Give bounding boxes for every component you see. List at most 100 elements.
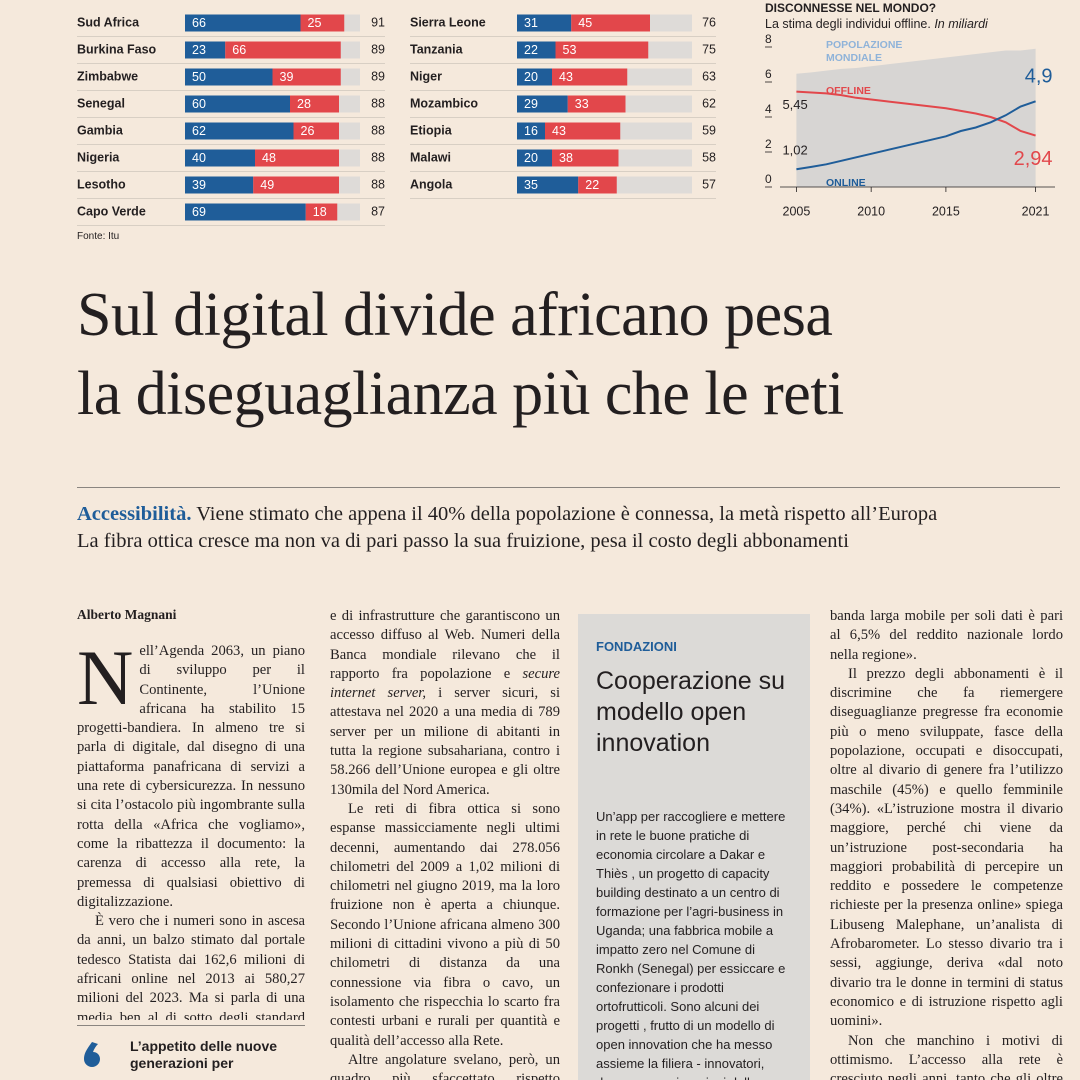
bar-value: 16 xyxy=(524,124,538,138)
paragraph: banda larga mobile per soli dati è pari … xyxy=(830,607,1063,665)
bar-value: 45 xyxy=(578,16,592,30)
x-tick-label: 2021 xyxy=(1022,204,1050,218)
y-tick-label: 2 xyxy=(765,137,772,151)
row-total: 63 xyxy=(702,69,716,83)
bar-value: 26 xyxy=(301,124,315,138)
bar-value: 29 xyxy=(524,97,538,111)
series-label: OFFLINE xyxy=(826,85,871,97)
text-run: Altre angolature svelano, però, un quadr… xyxy=(330,1051,560,1080)
value-label: 1,02 xyxy=(782,143,807,158)
subtitle-text: La stima degli individui offline. xyxy=(765,17,931,31)
paragraph: Il prezzo degli abbonamenti è il discrim… xyxy=(830,665,1063,1032)
bar-segment xyxy=(185,122,294,140)
column: banda larga mobile per soli dati è pari … xyxy=(830,607,1063,1080)
row-total: 75 xyxy=(702,42,716,56)
bar-segment xyxy=(517,95,568,113)
paragraph: È vero che i numeri sono in ascesa da an… xyxy=(77,912,305,1020)
paragraph: Le reti di fibra ottica si sono espanse … xyxy=(330,800,560,1051)
bar-segment xyxy=(517,176,579,194)
row-label: Sierra Leone xyxy=(410,15,486,29)
bar-segment xyxy=(555,41,649,59)
bar-value: 33 xyxy=(575,97,589,111)
bar-value: 20 xyxy=(524,151,538,165)
text-run: Il prezzo degli abbonamenti è il discrim… xyxy=(830,665,1063,1030)
bar-value: 39 xyxy=(192,178,206,192)
y-tick-label: 4 xyxy=(765,102,772,116)
paragraph: Nell’Agenda 2063, un piano di sviluppo p… xyxy=(77,642,305,912)
bar-segment xyxy=(185,176,254,194)
value-label: 5,45 xyxy=(782,97,807,112)
bar-value: 60 xyxy=(192,97,206,111)
pullquote: L’appetito delle nuove generazioni per xyxy=(130,1038,278,1071)
x-tick-label: 2015 xyxy=(932,204,960,218)
row-label: Gambia xyxy=(77,123,124,137)
sidebar: FONDAZIONI Cooperazione su modello open … xyxy=(578,614,810,1080)
kicker: Accessibilità. xyxy=(77,503,192,525)
bar-segment xyxy=(552,149,619,167)
text-run: secure internet server, xyxy=(330,665,560,702)
bar-segment xyxy=(255,149,339,167)
source: Fonte: Itu xyxy=(77,231,120,242)
rule xyxy=(77,1025,305,1026)
row-total: 58 xyxy=(702,150,716,164)
y-tick-label: 8 xyxy=(765,32,772,46)
area xyxy=(796,48,1036,187)
bar-value: 50 xyxy=(192,70,206,84)
bar-segment xyxy=(185,203,306,221)
bar-value: 20 xyxy=(524,70,538,84)
value-label: 2,94 xyxy=(1014,148,1053,170)
bar-segment xyxy=(517,68,552,86)
row-total: 89 xyxy=(371,69,385,83)
text-run: Le reti di fibra ottica si sono espanse … xyxy=(330,800,560,1049)
sidebar-text: Un’app per raccogliere e mettere in rete… xyxy=(596,809,786,1080)
headline-line: Sul digital divide africano pesa xyxy=(77,281,833,349)
series-label: POPOLAZIONE MONDIALE xyxy=(826,39,903,64)
paragraph: Non che manchino i motivi di ottimismo. … xyxy=(830,1032,1063,1080)
column: Nell’Agenda 2063, un piano di sviluppo p… xyxy=(77,642,305,1020)
bar-value: 18 xyxy=(313,205,327,219)
text-run: Nell’Agenda 2063, un piano di sviluppo p… xyxy=(77,642,305,910)
bar-segment xyxy=(185,68,273,86)
bar-value: 66 xyxy=(232,43,246,57)
row-total: 57 xyxy=(702,177,716,191)
row-total: 87 xyxy=(371,204,385,218)
sidebar-title: Cooperazione su modello open innovation xyxy=(596,667,786,757)
bar-value: 25 xyxy=(308,16,322,30)
bar-value: 28 xyxy=(297,97,311,111)
subhead-line: Accessibilità. Viene stimato che appena … xyxy=(77,503,937,526)
bar-segment xyxy=(545,122,621,140)
bar-segment xyxy=(290,95,339,113)
bar-value: 39 xyxy=(280,70,294,84)
quote-icon xyxy=(84,1042,100,1067)
x-tick-label: 2005 xyxy=(783,204,811,218)
bar-segment xyxy=(517,14,572,32)
text-run: banda larga mobile per soli dati è pari … xyxy=(830,608,1063,663)
series-label: ONLINE xyxy=(826,177,866,189)
row-label: Nigeria xyxy=(77,150,120,164)
bar-segment xyxy=(517,149,552,167)
paragraph: Altre angolature svelano, però, un quadr… xyxy=(330,1051,560,1080)
row-total: 89 xyxy=(371,42,385,56)
row-total: 59 xyxy=(702,123,716,137)
row-label: Lesotho xyxy=(77,177,126,191)
bar-value: 53 xyxy=(563,43,577,57)
row-total: 88 xyxy=(371,96,385,110)
value-label: 4,9 xyxy=(1025,66,1053,88)
bar-segment xyxy=(185,149,255,167)
line xyxy=(796,90,1036,137)
bar-value: 66 xyxy=(192,16,206,30)
bar-segment xyxy=(552,68,628,86)
y-tick-label: 0 xyxy=(765,172,772,186)
rule xyxy=(77,487,1060,488)
bar-value: 22 xyxy=(585,178,599,192)
bar-segment xyxy=(517,41,556,59)
bar-segment xyxy=(305,203,338,221)
row-label: Senegal xyxy=(77,96,125,110)
bar-value: 40 xyxy=(192,151,206,165)
y-tick-label: 6 xyxy=(765,67,772,81)
author: Alberto Magnani xyxy=(77,607,177,622)
bar-value: 62 xyxy=(192,124,206,138)
chart-title: DISCONNESSE NEL MONDO? xyxy=(765,1,936,15)
bar-value: 69 xyxy=(192,205,206,219)
